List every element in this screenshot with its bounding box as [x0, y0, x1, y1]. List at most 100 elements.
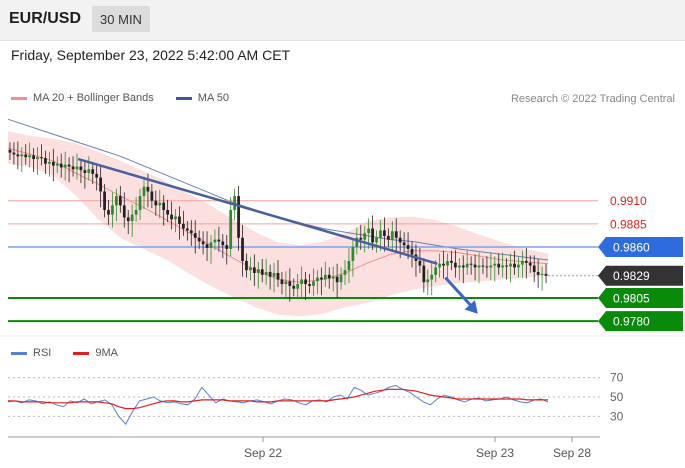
candle: [91, 161, 95, 185]
candle: [71, 156, 75, 177]
candle: [75, 153, 79, 180]
candle-body: [461, 265, 465, 268]
legend-bollinger: MA 20 + Bollinger Bands: [11, 92, 154, 104]
candle-body: [221, 241, 225, 246]
candle-body: [355, 237, 359, 248]
candle: [55, 156, 59, 173]
candle: [245, 253, 248, 278]
candle-body: [398, 237, 402, 243]
timeframe-button[interactable]: 30 MIN: [92, 6, 150, 32]
candle: [158, 189, 162, 219]
candle-body: [182, 223, 185, 229]
candle: [229, 197, 233, 257]
candle: [63, 151, 67, 181]
candle-body: [213, 239, 217, 243]
ma50-swatch: [175, 96, 192, 100]
forecast-arrow-shaft: [444, 276, 475, 310]
candle-body: [178, 216, 181, 224]
candle-body: [312, 281, 315, 286]
legend-rsi-label: RSI: [33, 347, 52, 359]
candle: [209, 235, 213, 264]
candle: [193, 220, 197, 254]
candle-body: [12, 152, 16, 155]
candle-body: [55, 163, 59, 166]
candle-body: [544, 273, 548, 276]
candle-body: [99, 177, 103, 192]
candle: [256, 261, 260, 289]
candle: [497, 253, 501, 275]
candle-body: [83, 170, 87, 173]
candle: [182, 210, 185, 236]
candle: [99, 164, 103, 208]
candle: [205, 231, 209, 261]
candle-body: [477, 265, 481, 268]
candle: [83, 160, 87, 189]
candle: [237, 185, 240, 251]
candle: [276, 260, 280, 287]
candle-body: [130, 214, 134, 222]
candle-body: [48, 161, 51, 164]
candle-body: [410, 248, 414, 255]
x-tick-label: Sep 23: [476, 446, 514, 460]
candle: [142, 176, 146, 210]
candle-body: [276, 272, 280, 280]
candle: [375, 230, 378, 253]
candle: [134, 197, 138, 223]
candle: [24, 144, 28, 165]
candle: [426, 269, 430, 296]
legend-ma50-label: MA 50: [197, 92, 229, 104]
rsi-tick-label: 50: [610, 390, 624, 404]
candle-body: [87, 169, 91, 173]
bollinger-swatch: [11, 96, 27, 100]
candle-body: [426, 279, 430, 283]
candle: [48, 151, 51, 177]
level-badge-0.9780: 0.9780: [598, 311, 683, 332]
candle: [473, 254, 477, 281]
candle: [422, 258, 426, 293]
candle-body: [481, 265, 485, 267]
candle: [185, 221, 189, 241]
candle-body: [51, 161, 55, 166]
candle-body: [91, 169, 95, 174]
candle-body: [501, 265, 505, 268]
candle: [252, 254, 256, 286]
badge-shape: [598, 311, 683, 332]
candle-body: [430, 274, 434, 280]
candle-body: [107, 210, 110, 215]
candle: [95, 163, 99, 191]
candle-body: [493, 263, 497, 266]
candle: [130, 204, 134, 237]
legend-rsi: RSI: [11, 347, 51, 359]
candle-body: [122, 205, 126, 218]
candle: [343, 260, 347, 285]
candle-body: [473, 264, 477, 268]
candle: [103, 184, 106, 218]
candle-body: [351, 247, 355, 261]
candle-body: [138, 196, 142, 210]
candle-body: [438, 263, 441, 268]
rsi-legend: RSI 9MA: [11, 347, 140, 359]
candle-body: [217, 239, 221, 242]
candle: [280, 272, 284, 295]
candle-body: [233, 196, 237, 210]
candle-body: [256, 269, 260, 273]
candle-body: [59, 163, 63, 168]
research-credit: Research © 2022 Trading Central: [510, 93, 675, 105]
candle: [351, 239, 355, 277]
candle-body: [319, 277, 323, 280]
candle: [528, 255, 532, 273]
candle: [446, 253, 449, 282]
candle: [339, 267, 343, 290]
candle: [213, 229, 217, 250]
candle: [264, 259, 268, 285]
candle: [16, 141, 20, 170]
level-label: 0.9910: [610, 194, 647, 208]
candle-body: [40, 157, 43, 159]
candle: [410, 241, 414, 268]
candle-body: [134, 210, 138, 215]
candle-body: [339, 274, 343, 283]
candle: [288, 268, 292, 302]
candle-body: [28, 155, 32, 158]
candle: [505, 258, 508, 280]
